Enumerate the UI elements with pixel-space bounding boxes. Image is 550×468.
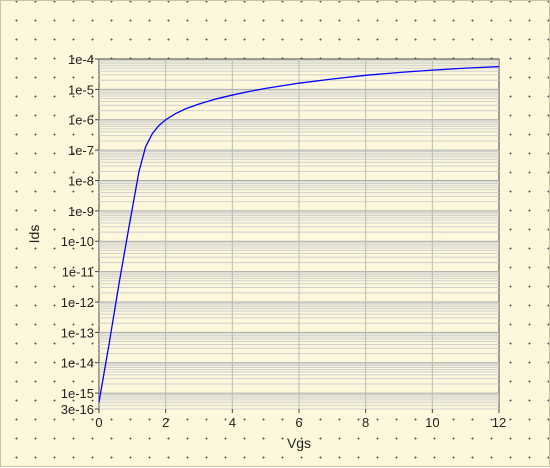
y-tick-label: 1e-9 [68, 204, 94, 219]
x-tick-label: 0 [95, 415, 102, 430]
y-axis-ticks: 1e-4 1e-5 1e-6 1e-7 1e-8 1e-9 1e-10 1e-11 1e-12 1… [61, 52, 99, 417]
series-layer [98, 66, 500, 403]
x-tick-label: 10 [425, 415, 439, 430]
y-tick-label: 1e-7 [68, 143, 94, 158]
x-axis-title: Vgs [287, 435, 311, 451]
x-axis-ticks: 0 2 4 6 8 10 12 [95, 409, 506, 430]
y-tick-label: 1e-8 [68, 173, 94, 188]
y-tick-label: 1e-15 [61, 386, 94, 401]
y-tick-label: 1e-13 [61, 325, 94, 340]
y-tick-label: 1e-11 [62, 265, 94, 280]
y-tick-label: 3e-16 [61, 402, 94, 417]
x-tick-label: 4 [229, 415, 236, 430]
y-tick-label: 1e-6 [68, 113, 94, 128]
ids-curve [98, 66, 500, 403]
x-tick-label: 12 [492, 415, 506, 430]
y-tick-label: 1e-12 [61, 295, 94, 310]
y-tick-label: 1e-5 [68, 82, 94, 97]
grid [99, 59, 499, 410]
x-tick-label: 8 [362, 415, 369, 430]
y-tick-label: 1e-4 [68, 52, 94, 67]
x-tick-label: 2 [162, 415, 169, 430]
y-tick-label: 1e-10 [61, 234, 94, 249]
x-tick-label: 6 [295, 415, 302, 430]
y-axis-title: Ids [26, 225, 42, 244]
y-tick-label: 1e-14 [61, 356, 94, 371]
